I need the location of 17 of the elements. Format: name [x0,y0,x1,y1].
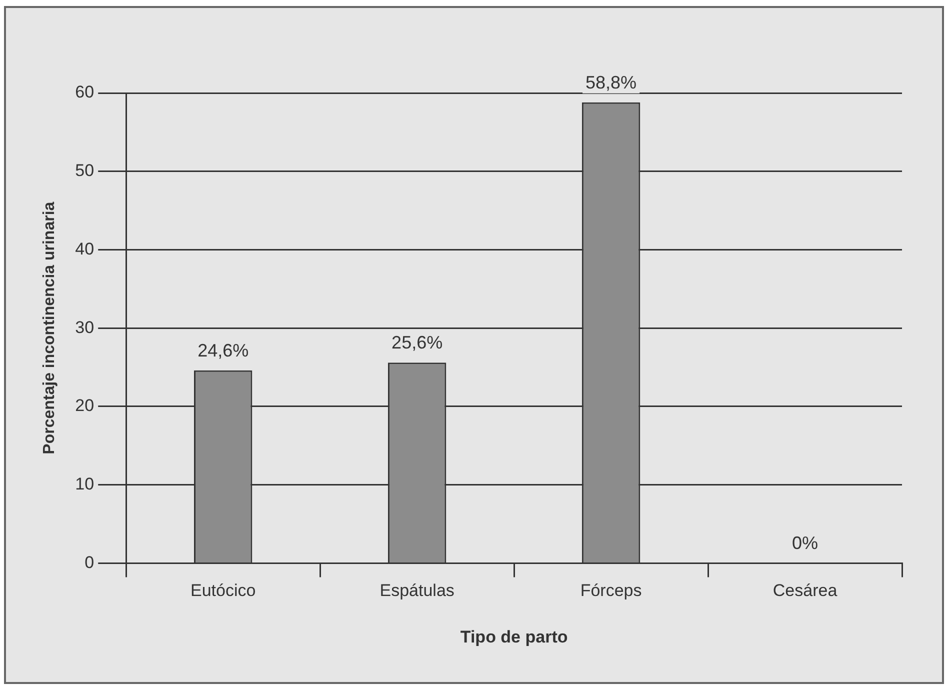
y-tick-label: 0 [84,552,94,572]
data-label: 24,6% [198,340,249,360]
x-tick-label: Fórceps [580,581,642,600]
y-tick-label: 40 [75,239,94,258]
data-label: 0% [792,533,818,554]
y-tick-label: 60 [75,82,94,102]
y-tick-label: 20 [75,396,94,416]
data-label: 25,6% [392,332,443,353]
x-tick-label: Espátulas [380,581,454,600]
y-tick-label: 50 [75,161,94,180]
x-axis-title: Tipo de parto [460,627,568,646]
y-axis-title: Porcentaje incontinencia urinaria [41,202,58,454]
y-tick-label: 10 [75,474,94,494]
x-tick-label: Cesárea [772,581,838,600]
data-label: 58,8% [586,72,637,92]
y-tick-label: 30 [75,318,94,337]
x-tick-label: Eutócico [190,581,256,600]
